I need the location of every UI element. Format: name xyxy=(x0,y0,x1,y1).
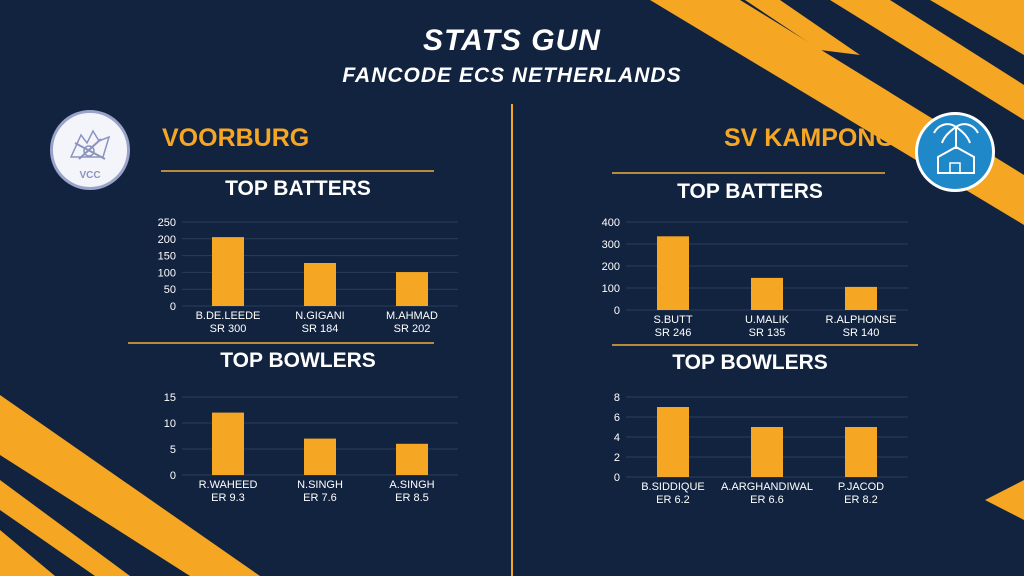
team-name-sv-kampong: SV KAMPONG xyxy=(724,124,895,152)
voorburg-logo: VCC xyxy=(50,110,130,190)
x-tick-sublabel: ER 6.6 xyxy=(750,494,784,506)
bar xyxy=(396,272,428,306)
chart-title-voorburg-bowlers: TOP BOWLERS xyxy=(220,349,376,372)
accent-stripe-bottom-left-3 xyxy=(0,530,55,576)
x-tick-sublabel: ER 7.6 xyxy=(303,492,337,504)
sv-kampong-logo xyxy=(915,112,995,192)
x-tick-sublabel: ER 8.2 xyxy=(844,494,878,506)
cricket-emblem-icon xyxy=(69,129,111,160)
x-tick-sublabel: SR 184 xyxy=(302,323,339,335)
y-tick-label: 8 xyxy=(614,392,620,404)
bar xyxy=(845,286,877,310)
accent-stripe-top-right-3 xyxy=(930,0,1024,55)
x-tick-sublabel: SR 300 xyxy=(210,323,247,335)
x-tick-label: R.ALPHONSE xyxy=(826,314,897,326)
bar xyxy=(751,277,783,310)
y-tick-label: 250 xyxy=(158,217,176,229)
x-tick-label: M.AHMAD xyxy=(386,310,438,322)
x-tick-sublabel: ER 6.2 xyxy=(656,494,690,506)
y-tick-label: 0 xyxy=(170,470,176,482)
y-tick-label: 6 xyxy=(614,412,620,424)
y-tick-label: 150 xyxy=(158,251,176,263)
chart-title-voorburg-batters: TOP BATTERS xyxy=(225,177,371,200)
x-tick-label: U.MALIK xyxy=(745,314,790,326)
accent-stripe-top-right-4 xyxy=(745,0,860,55)
y-tick-label: 0 xyxy=(614,305,620,317)
y-tick-label: 2 xyxy=(614,452,620,464)
x-tick-label: B.DE.LEEDE xyxy=(196,310,261,322)
bar xyxy=(657,236,689,310)
y-tick-label: 200 xyxy=(158,234,176,246)
bar xyxy=(212,412,244,475)
chart-title-kampong-bowlers: TOP BOWLERS xyxy=(672,351,828,374)
palm-tree-hut-icon xyxy=(933,123,979,174)
bar xyxy=(212,237,244,306)
x-tick-label: S.BUTT xyxy=(653,314,692,326)
accent-stripe-bottom-right xyxy=(985,480,1024,520)
x-tick-sublabel: SR 135 xyxy=(749,327,786,339)
bar xyxy=(304,262,336,306)
x-tick-sublabel: ER 8.5 xyxy=(395,492,429,504)
bar xyxy=(751,427,783,477)
divider-line xyxy=(161,170,434,172)
x-tick-label: R.WAHEED xyxy=(199,479,258,491)
x-tick-sublabel: ER 9.3 xyxy=(211,492,245,504)
y-tick-label: 0 xyxy=(170,301,176,313)
x-tick-sublabel: SR 202 xyxy=(394,323,431,335)
y-tick-label: 15 xyxy=(164,392,176,404)
accent-stripe-bottom-left-2 xyxy=(0,480,130,576)
team-name-voorburg: VOORBURG xyxy=(162,124,310,152)
x-tick-label: N.GIGANI xyxy=(295,310,345,322)
y-tick-label: 5 xyxy=(170,444,176,456)
bar xyxy=(396,443,428,475)
page-subtitle: FANCODE ECS NETHERLANDS xyxy=(342,64,682,87)
bar xyxy=(845,427,877,477)
x-tick-label: P.JACOD xyxy=(838,481,884,493)
chart-title-kampong-batters: TOP BATTERS xyxy=(677,180,823,203)
y-tick-label: 400 xyxy=(602,217,620,229)
x-tick-label: A.SINGH xyxy=(389,479,434,491)
y-tick-label: 300 xyxy=(602,239,620,251)
y-tick-label: 200 xyxy=(602,261,620,273)
bar xyxy=(657,407,689,477)
accent-stripe-top-right-2 xyxy=(830,0,1024,120)
y-tick-label: 100 xyxy=(602,283,620,295)
y-tick-label: 50 xyxy=(164,284,176,296)
logo-text: VCC xyxy=(79,170,101,181)
y-tick-label: 4 xyxy=(614,432,620,444)
x-tick-sublabel: SR 246 xyxy=(655,327,692,339)
x-tick-label: A.ARGHANDIWAL xyxy=(721,481,813,493)
accent-stripe-bottom-left-1 xyxy=(0,395,260,576)
y-tick-label: 10 xyxy=(164,418,176,430)
divider-line xyxy=(128,342,434,344)
y-tick-label: 100 xyxy=(158,267,176,279)
x-tick-label: B.SIDDIQUE xyxy=(641,481,705,493)
divider-line xyxy=(612,344,918,346)
bar xyxy=(304,438,336,475)
center-divider xyxy=(511,104,513,576)
page-title: STATS GUN xyxy=(423,24,601,57)
divider-line xyxy=(612,172,885,174)
x-tick-sublabel: SR 140 xyxy=(843,327,880,339)
y-tick-label: 0 xyxy=(614,472,620,484)
x-tick-label: N.SINGH xyxy=(297,479,343,491)
